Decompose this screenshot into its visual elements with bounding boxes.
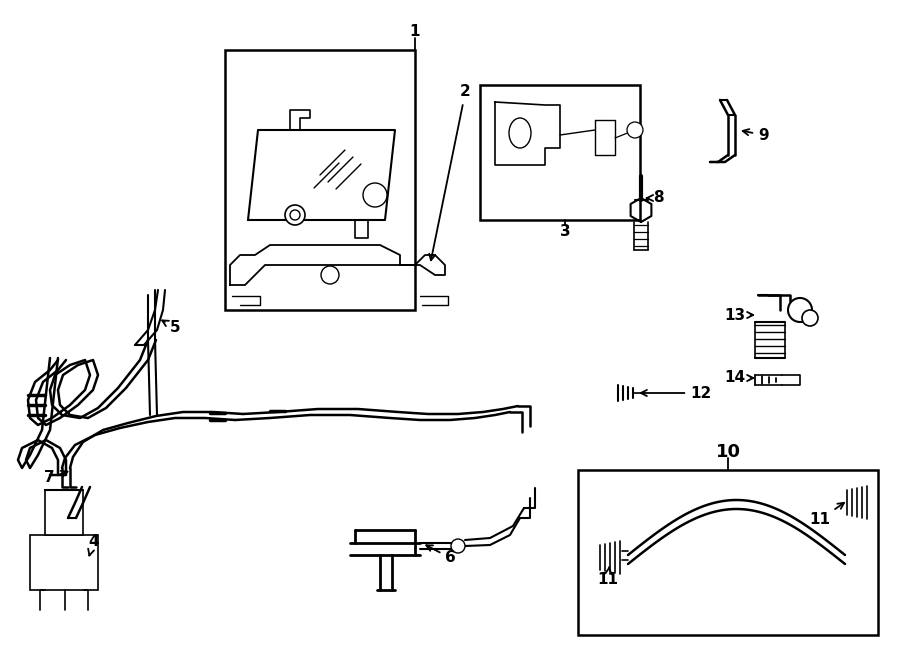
Text: 8: 8 [647, 190, 663, 206]
Text: 10: 10 [716, 443, 741, 461]
Text: 5: 5 [162, 321, 181, 336]
Bar [480, 85, 640, 220]
Text: 3: 3 [560, 225, 571, 239]
Text: 14: 14 [724, 371, 753, 385]
Text: 6: 6 [427, 545, 455, 566]
Circle shape [321, 266, 339, 284]
Text: 9: 9 [742, 128, 769, 143]
Bar [578, 470, 878, 635]
Text: 13: 13 [724, 307, 753, 323]
Circle shape [285, 205, 305, 225]
Bar [45, 490, 83, 535]
Text: 7: 7 [44, 471, 68, 485]
Circle shape [802, 310, 818, 326]
Circle shape [627, 122, 643, 138]
Text: 2: 2 [429, 85, 471, 260]
Circle shape [788, 298, 812, 322]
Circle shape [451, 539, 465, 553]
Bar [30, 535, 98, 590]
Text: 11: 11 [809, 503, 844, 527]
Text: 1: 1 [410, 24, 420, 40]
Circle shape [290, 210, 300, 220]
Text: 4: 4 [88, 535, 99, 556]
Bar [225, 50, 415, 310]
Circle shape [363, 183, 387, 207]
Ellipse shape [509, 118, 531, 148]
Text: 12: 12 [641, 385, 711, 401]
Text: 11: 11 [597, 566, 618, 588]
